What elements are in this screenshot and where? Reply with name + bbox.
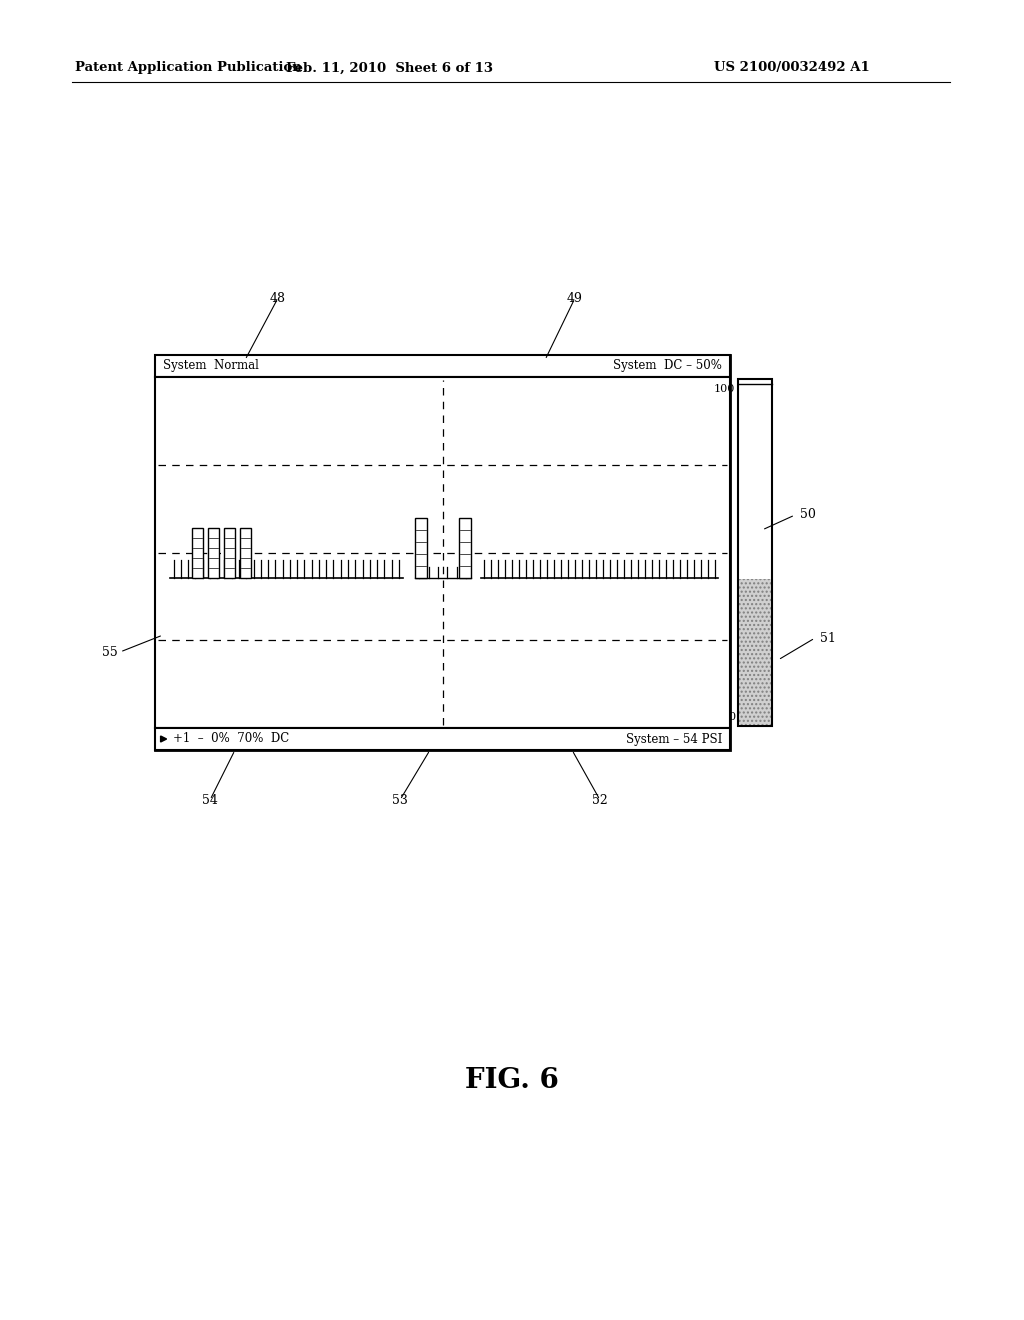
Bar [155, 355, 730, 378]
Text: 55: 55 [102, 645, 118, 659]
Bar [415, 517, 427, 578]
Polygon shape [161, 737, 167, 742]
Bar [459, 517, 470, 578]
Text: Feb. 11, 2010  Sheet 6 of 13: Feb. 11, 2010 Sheet 6 of 13 [287, 62, 494, 74]
Text: 52: 52 [592, 793, 608, 807]
Text: 53: 53 [392, 793, 408, 807]
Bar [738, 379, 772, 726]
Text: US 2100/0032492 A1: US 2100/0032492 A1 [715, 62, 870, 74]
Bar [155, 378, 730, 729]
Text: System  DC – 50%: System DC – 50% [613, 359, 722, 372]
Text: System – 54 PSI: System – 54 PSI [626, 733, 722, 746]
Text: 48: 48 [270, 292, 286, 305]
Bar [155, 355, 730, 750]
Text: +1  –  0%  70%  DC: +1 – 0% 70% DC [173, 733, 289, 746]
Bar [240, 528, 251, 578]
Bar [208, 528, 218, 578]
Text: System  Normal: System Normal [163, 359, 259, 372]
Text: 50: 50 [800, 508, 816, 521]
Bar [155, 729, 730, 750]
Bar [739, 579, 771, 725]
Text: 0: 0 [728, 711, 735, 722]
Text: 54: 54 [202, 793, 218, 807]
Text: Patent Application Publication: Patent Application Publication [75, 62, 302, 74]
Text: 49: 49 [567, 292, 583, 305]
Text: 100: 100 [714, 384, 735, 393]
Bar [223, 528, 234, 578]
Text: FIG. 6: FIG. 6 [465, 1067, 559, 1093]
Text: 51: 51 [820, 631, 836, 644]
Bar [191, 528, 203, 578]
